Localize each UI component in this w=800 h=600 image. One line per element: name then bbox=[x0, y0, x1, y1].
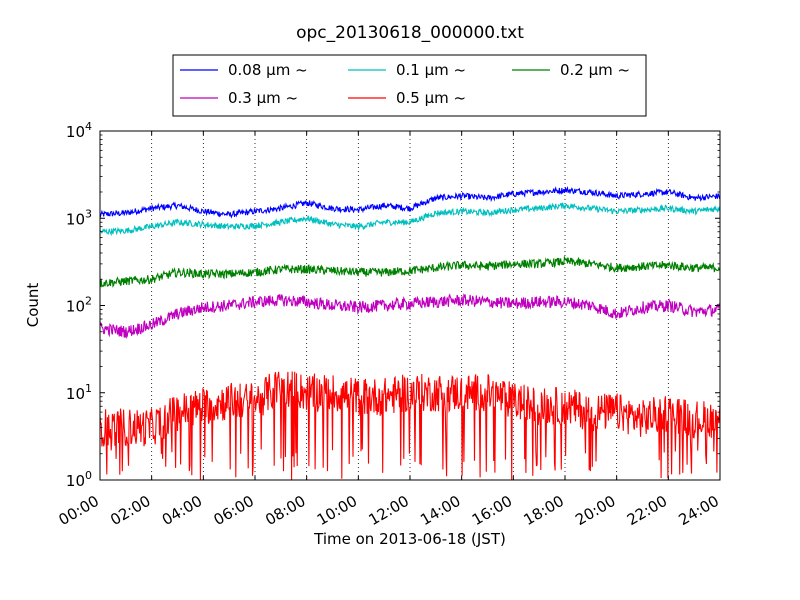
legend-label: 0.3 μm ~ bbox=[228, 89, 298, 107]
y-tick-label: 101 bbox=[66, 382, 92, 403]
legend: 0.08 μm ~ 0.1 μm ~ 0.2 μm ~ 0.3 μm ~ 0.5 μm … bbox=[172, 54, 647, 117]
series-line bbox=[99, 292, 721, 340]
y-tick-label: 100 bbox=[66, 469, 92, 490]
chart-title: opc_20130618_000000.txt bbox=[296, 23, 524, 43]
y-axis-label: Count bbox=[24, 283, 42, 328]
legend-label: 0.5 μm ~ bbox=[396, 89, 466, 107]
series-lines bbox=[99, 185, 721, 481]
series-line bbox=[99, 185, 721, 219]
series-line bbox=[99, 202, 721, 237]
legend-box bbox=[172, 54, 647, 117]
y-tick-label: 104 bbox=[66, 120, 92, 141]
y-tick-label: 103 bbox=[66, 207, 92, 228]
series-line bbox=[99, 255, 721, 288]
legend-label: 0.08 μm ~ bbox=[228, 61, 308, 79]
legend-label: 0.2 μm ~ bbox=[560, 61, 630, 79]
x-axis-label: Time on 2013-06-18 (JST) bbox=[313, 530, 506, 548]
legend-label: 0.1 μm ~ bbox=[396, 61, 466, 79]
series-line bbox=[99, 371, 721, 481]
y-tick-label: 102 bbox=[66, 295, 92, 316]
